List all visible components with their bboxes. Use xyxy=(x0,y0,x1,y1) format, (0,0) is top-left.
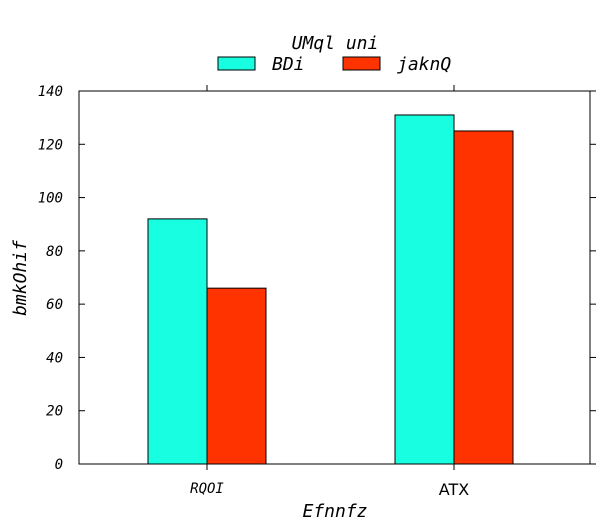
x-axis-label: Efnnfz xyxy=(302,501,367,522)
bar-BDi-RQOI xyxy=(147,218,208,465)
bars-group xyxy=(147,114,514,465)
y-axis-label: bmkOhif xyxy=(10,240,31,316)
y-tick-label: 40 xyxy=(46,350,63,366)
y-tick-label: 60 xyxy=(46,297,63,313)
bar-jaknQ-RQOI xyxy=(206,287,267,465)
y-tick-label: 100 xyxy=(38,191,63,207)
legend-label-series-2: jaknQ xyxy=(397,54,451,75)
x-tick-label: RQOI xyxy=(190,481,224,497)
y-tick-label: 140 xyxy=(38,84,63,100)
y-tick-label: 120 xyxy=(38,137,63,153)
chart-title: UMql uni xyxy=(292,33,379,54)
bar-BDi-ATX xyxy=(394,114,455,465)
legend-swatch-series-1 xyxy=(217,56,256,71)
y-tick-label: 0 xyxy=(55,457,63,473)
x-ticks-group: RQOI ATX xyxy=(190,85,469,499)
legend-swatch-series-2 xyxy=(342,56,381,71)
x-tick-label: ATX xyxy=(439,480,469,499)
y-ticks-group: 0 20 40 60 80 100 120 140 xyxy=(38,84,596,473)
y-tick-label: 20 xyxy=(46,404,63,420)
y-tick-label: 80 xyxy=(46,244,63,260)
legend-label-series-1: BDi xyxy=(272,54,305,75)
bar-jaknQ-ATX xyxy=(453,130,514,465)
legend: BDi jaknQ xyxy=(217,54,451,75)
plot-frame xyxy=(78,90,591,465)
